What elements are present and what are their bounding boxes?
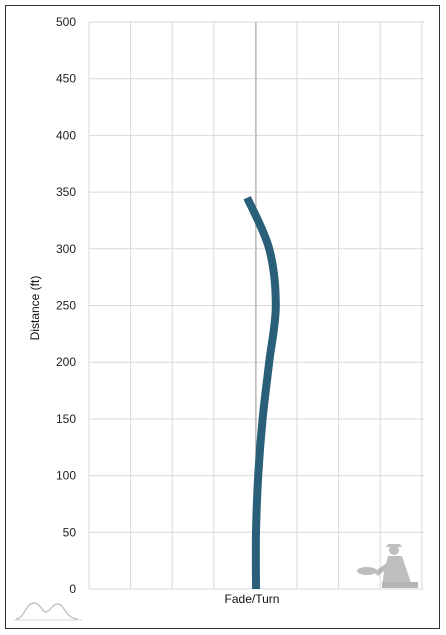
y-tick-label: 150 [56,412,76,426]
y-tick-label: 50 [63,525,77,539]
y-tick-label: 400 [56,128,76,142]
chart-frame: 0 50 100 150 200 250 300 350 400 450 500 Distance … [5,5,440,629]
y-axis-label: Distance (ft) [28,276,42,341]
y-tick-label: 350 [56,185,76,199]
y-tick-label: 200 [56,355,76,369]
disc-golfer-watermark-icon [357,544,418,588]
y-tick-label: 250 [56,299,76,313]
flight-path-line [243,196,280,590]
y-tick-label: 500 [56,15,76,29]
y-tick-label: 100 [56,469,76,483]
y-tick-label: 450 [56,72,76,86]
y-tick-label: 300 [56,242,76,256]
series-layer [243,196,280,590]
flight-path-logo-icon [14,602,82,621]
flight-chart: 0 50 100 150 200 250 300 350 400 450 500 Distance … [14,15,424,621]
y-tick-label: 0 [69,582,76,596]
grid-lines [88,21,424,590]
y-axis-tick-labels: 0 50 100 150 200 250 300 350 400 450 500 [56,15,76,596]
x-axis-label: Fade/Turn [225,592,280,606]
